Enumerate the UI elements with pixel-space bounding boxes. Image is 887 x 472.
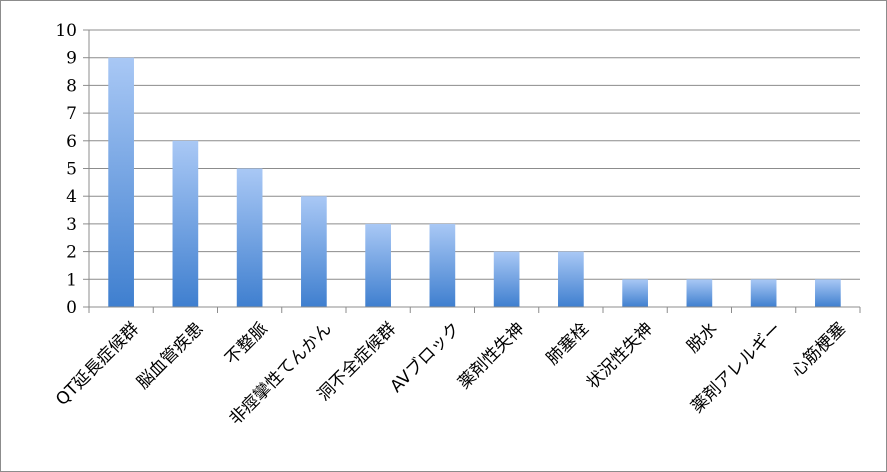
x-tick-label: 肺塞栓 bbox=[543, 319, 593, 369]
bar bbox=[172, 140, 199, 307]
bar bbox=[429, 223, 456, 307]
axes bbox=[83, 29, 861, 313]
y-tick-label: 9 bbox=[66, 49, 77, 69]
y-tick-label: 4 bbox=[66, 187, 77, 207]
y-tick-label: 1 bbox=[66, 270, 77, 290]
x-tick-label: 薬剤性失神 bbox=[454, 319, 528, 393]
y-tick-label: 0 bbox=[66, 298, 77, 318]
y-tick-label: 5 bbox=[66, 160, 77, 180]
x-tick-label: 状況性失神 bbox=[583, 319, 657, 393]
bar bbox=[301, 196, 327, 307]
bar bbox=[686, 279, 713, 307]
bar bbox=[815, 279, 841, 307]
bar bbox=[108, 57, 134, 308]
bar bbox=[365, 223, 391, 307]
y-tick-label: 8 bbox=[66, 76, 77, 96]
x-tick-label: QT延長症候群 bbox=[52, 319, 143, 410]
x-tick-label: 不整脈 bbox=[221, 319, 271, 369]
y-tick-label: 3 bbox=[66, 215, 77, 235]
x-tick-label: AVブロック bbox=[386, 318, 465, 397]
bar bbox=[622, 279, 648, 307]
y-tick-label: 2 bbox=[66, 243, 77, 263]
bar bbox=[493, 251, 520, 307]
bar bbox=[236, 168, 263, 307]
x-tick-label: 心筋梗塞 bbox=[788, 319, 850, 381]
y-axis-ticks: 0 1 2 3 4 5 6 7 8 9 10 bbox=[55, 21, 77, 318]
y-tick-label: 6 bbox=[66, 132, 77, 152]
bars bbox=[108, 57, 841, 308]
y-tick-label: 10 bbox=[55, 21, 77, 41]
bar bbox=[750, 279, 777, 307]
x-tick-label: 脳血管疾患 bbox=[133, 319, 207, 393]
gridlines bbox=[89, 29, 860, 280]
bar bbox=[558, 251, 584, 307]
y-tick-label: 7 bbox=[66, 104, 77, 124]
x-tick-label: 脱水 bbox=[683, 319, 721, 357]
